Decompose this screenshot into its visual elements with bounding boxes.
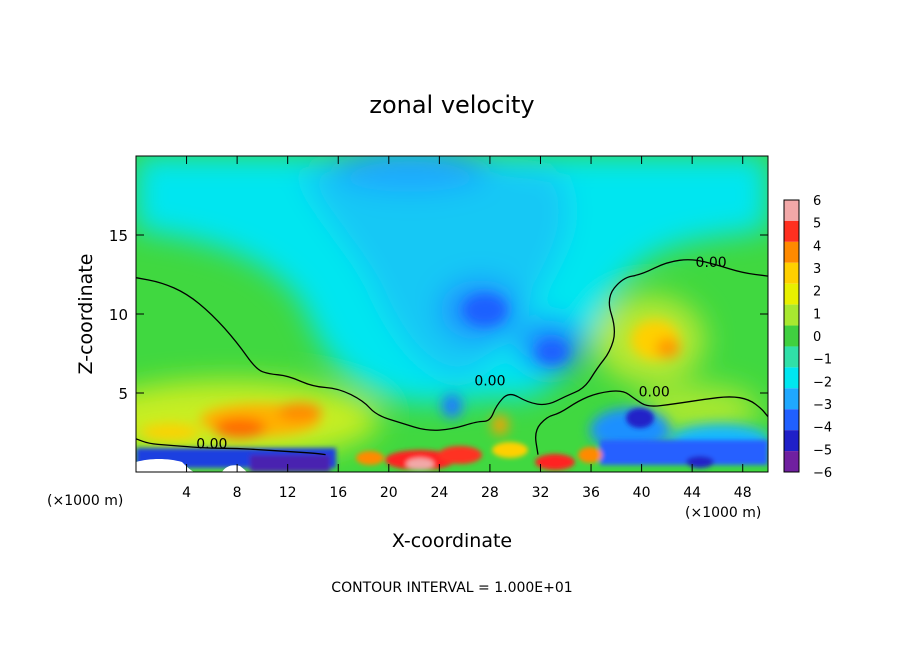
x-tick-label: 44 — [683, 485, 701, 501]
x-tick-label: 8 — [233, 485, 242, 501]
surface-jet-yellow — [492, 442, 528, 458]
colorbar-swatch — [784, 388, 799, 410]
colorbar-frame — [783, 199, 800, 473]
x-tick-label: 36 — [582, 485, 600, 501]
surface-blue-spot-2 — [686, 456, 714, 468]
plot-area: 0.00 0.00 0.00 0.00 — [136, 156, 768, 472]
colorbar-tick-label: 3 — [813, 262, 821, 277]
surface-jet-orange — [356, 451, 384, 465]
colorbar-tick-label: 5 — [813, 217, 821, 232]
contour-label: 0.00 — [474, 373, 505, 389]
contour-lines: 0.00 0.00 0.00 0.00 — [136, 255, 768, 456]
x-tick-label: 12 — [279, 485, 297, 501]
colorbar-swatch — [784, 220, 799, 242]
terrain-blank — [136, 459, 247, 472]
x-axis-ticks: 4 8 12 16 20 24 28 32 36 40 44 48 — [182, 156, 752, 501]
colorbar-swatch — [784, 262, 799, 284]
x-tick-label: 48 — [734, 485, 752, 501]
region-easterly-top — [330, 156, 490, 192]
surface-jet-red-b — [438, 446, 482, 464]
x-tick-label: 24 — [430, 485, 448, 501]
colorbar-swatch — [784, 200, 799, 221]
yellow-left-low — [140, 424, 200, 440]
contour-label: 0.00 — [196, 437, 227, 453]
colorbar-swatch — [784, 304, 799, 326]
y-tick-label: 15 — [109, 227, 128, 245]
contour-line-near-surface — [136, 438, 326, 456]
colorbar-swatch — [784, 430, 799, 452]
colorbar-swatch — [784, 283, 799, 305]
colorbar-tick-label: −5 — [813, 443, 832, 458]
y-axis-ticks: 5 10 15 — [109, 227, 768, 403]
y-tick-label: 5 — [118, 385, 128, 403]
colorbar-tick-label: 0 — [813, 330, 821, 345]
x-tick-label: 32 — [532, 485, 550, 501]
surface-jet-red-c — [535, 454, 575, 470]
surface-jet-pink-a — [406, 458, 434, 470]
colorbar-tick-label: −6 — [813, 466, 832, 481]
contour-interval-label: CONTOUR INTERVAL = 1.000E+01 — [331, 580, 572, 596]
x-axis-label: X-coordinate — [392, 530, 512, 552]
colorbar-tick-label: −4 — [813, 421, 832, 436]
colorbar-swatch — [784, 346, 799, 368]
easterly-core-a — [463, 294, 507, 326]
surface-blue-spot — [626, 408, 654, 428]
y-tick-label: 10 — [109, 306, 128, 324]
jet-core-right-2 — [656, 338, 680, 358]
jet-core-left-hot — [214, 418, 266, 438]
easterly-pocket — [442, 394, 462, 418]
x-unit-label-left: (×1000 m) — [47, 493, 123, 509]
contour-label: 0.00 — [639, 384, 670, 400]
colorbar-tick-label: −3 — [813, 398, 832, 413]
colorbar-swatch — [784, 451, 799, 472]
easterly-core-b — [536, 340, 568, 364]
colorbar-tick-label: 6 — [813, 194, 821, 209]
x-tick-label: 20 — [380, 485, 398, 501]
colorbar: 6 5 4 3 2 1 0 −1 −2 −3 −4 −5 −6 — [783, 194, 832, 481]
orange-pocket — [492, 415, 508, 435]
surface-band-purple — [250, 455, 330, 472]
x-tick-label: 40 — [633, 485, 651, 501]
colorbar-tick-label: 4 — [813, 239, 821, 254]
colorbar-swatch — [784, 367, 799, 389]
surface-jet-orange-2 — [578, 447, 602, 463]
surface-band-blue-right — [600, 440, 768, 465]
jet-core-left-2 — [278, 403, 322, 421]
y-axis-label: Z-coordinate — [75, 254, 97, 375]
contour-label: 0.00 — [696, 255, 727, 271]
chart-title: zonal velocity — [369, 91, 534, 119]
colorbar-swatch — [784, 241, 799, 263]
surface-layer — [136, 408, 768, 472]
velocity-field — [136, 156, 768, 460]
colorbar-tick-label: 2 — [813, 285, 821, 300]
contour-line-upper-left — [136, 259, 768, 431]
x-tick-label: 4 — [182, 485, 191, 501]
x-tick-label: 28 — [481, 485, 499, 501]
x-tick-label: 16 — [329, 485, 347, 501]
colorbar-tick-label: −1 — [813, 353, 832, 368]
colorbar-tick-label: −2 — [813, 375, 832, 390]
x-unit-label-right: (×1000 m) — [685, 505, 761, 521]
contour-line-lower-right — [535, 390, 768, 455]
colorbar-swatch — [784, 325, 799, 347]
colorbar-tick-label: 1 — [813, 307, 821, 322]
colorbar-swatch — [784, 409, 799, 431]
